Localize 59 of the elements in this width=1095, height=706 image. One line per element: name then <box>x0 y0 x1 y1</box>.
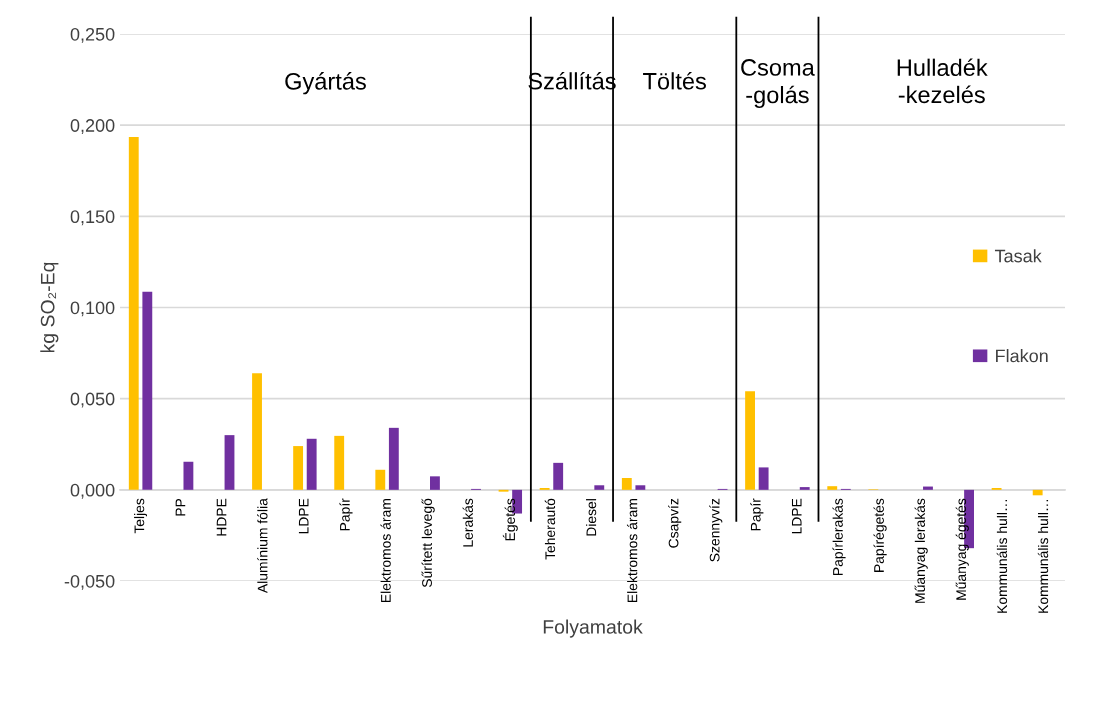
bar <box>594 485 605 490</box>
x-tick-label: Csapvíz <box>668 498 682 548</box>
bar <box>553 462 564 490</box>
bar <box>745 391 755 490</box>
y-tick-label: -0,050 <box>64 574 115 590</box>
bar <box>334 435 345 490</box>
y-tick-label: 0,250 <box>70 27 115 43</box>
annotation: Gyártás <box>285 72 366 95</box>
bar <box>621 477 632 490</box>
bar <box>142 291 153 490</box>
y-tick-label: 0,150 <box>70 210 115 226</box>
bar <box>293 446 304 490</box>
y-tick-label: 0,200 <box>70 119 115 135</box>
bar <box>128 137 139 490</box>
bar <box>375 469 386 490</box>
annotation: Töltés <box>643 71 706 90</box>
x-axis-title: Folyamatok <box>543 619 643 638</box>
x-tick-label: LDPE <box>791 498 802 534</box>
x-tick-label: Papír <box>339 498 353 531</box>
x-tick-label: Papír <box>750 498 764 531</box>
bar <box>306 438 317 490</box>
legend-label: Flakon <box>996 349 1048 363</box>
x-tick-label: Elektromos áram <box>626 499 638 602</box>
bar <box>430 476 440 490</box>
x-tick-label: Lerakás <box>462 498 473 547</box>
y-tick-label: 0,000 <box>70 483 115 499</box>
x-tick-label: Kommunális hull… <box>996 500 1008 613</box>
bar <box>1032 489 1043 496</box>
x-tick-label: PP <box>175 498 186 516</box>
bar <box>923 486 933 490</box>
bar <box>388 427 399 490</box>
x-tick-label: Papírégetés <box>873 498 887 572</box>
bar <box>827 486 838 490</box>
x-tick-label: Diesel <box>586 499 597 536</box>
bar <box>799 487 810 490</box>
x-tick-label: Teherautó <box>544 498 556 560</box>
x-tick-label: Kommunális hull… <box>1037 500 1049 613</box>
x-tick-label: Sűrített levegő <box>421 498 435 588</box>
annotation: Csoma -golás <box>741 59 815 108</box>
legend-label: Tasak <box>994 249 1042 263</box>
annotation: Hulladék -kezelés <box>897 58 988 104</box>
x-tick-label: LDPE <box>298 498 309 534</box>
y-tick-label: 0,050 <box>70 392 115 408</box>
x-tick-label: Égetés <box>502 498 518 541</box>
x-tick-label: Teljes <box>134 498 148 534</box>
x-tick-label: Papírlerakás <box>832 498 846 575</box>
x-tick-label: Alumínium fólia <box>257 498 268 594</box>
x-tick-label: Elektromos áram <box>380 499 391 602</box>
x-tick-label: Szennyvíz <box>709 498 723 562</box>
bar <box>252 373 262 490</box>
x-tick-label: Műanyag lerakás <box>914 498 928 603</box>
x-tick-label: Műanyag égetés <box>955 498 969 600</box>
bar <box>758 467 769 490</box>
bar <box>224 435 235 490</box>
bar <box>183 461 194 490</box>
bar <box>635 485 646 490</box>
y-axis-title: kg SO₂-Eq <box>40 262 59 353</box>
y-tick-label: 0,100 <box>70 301 115 317</box>
x-tick-label: HDPE <box>216 498 227 536</box>
